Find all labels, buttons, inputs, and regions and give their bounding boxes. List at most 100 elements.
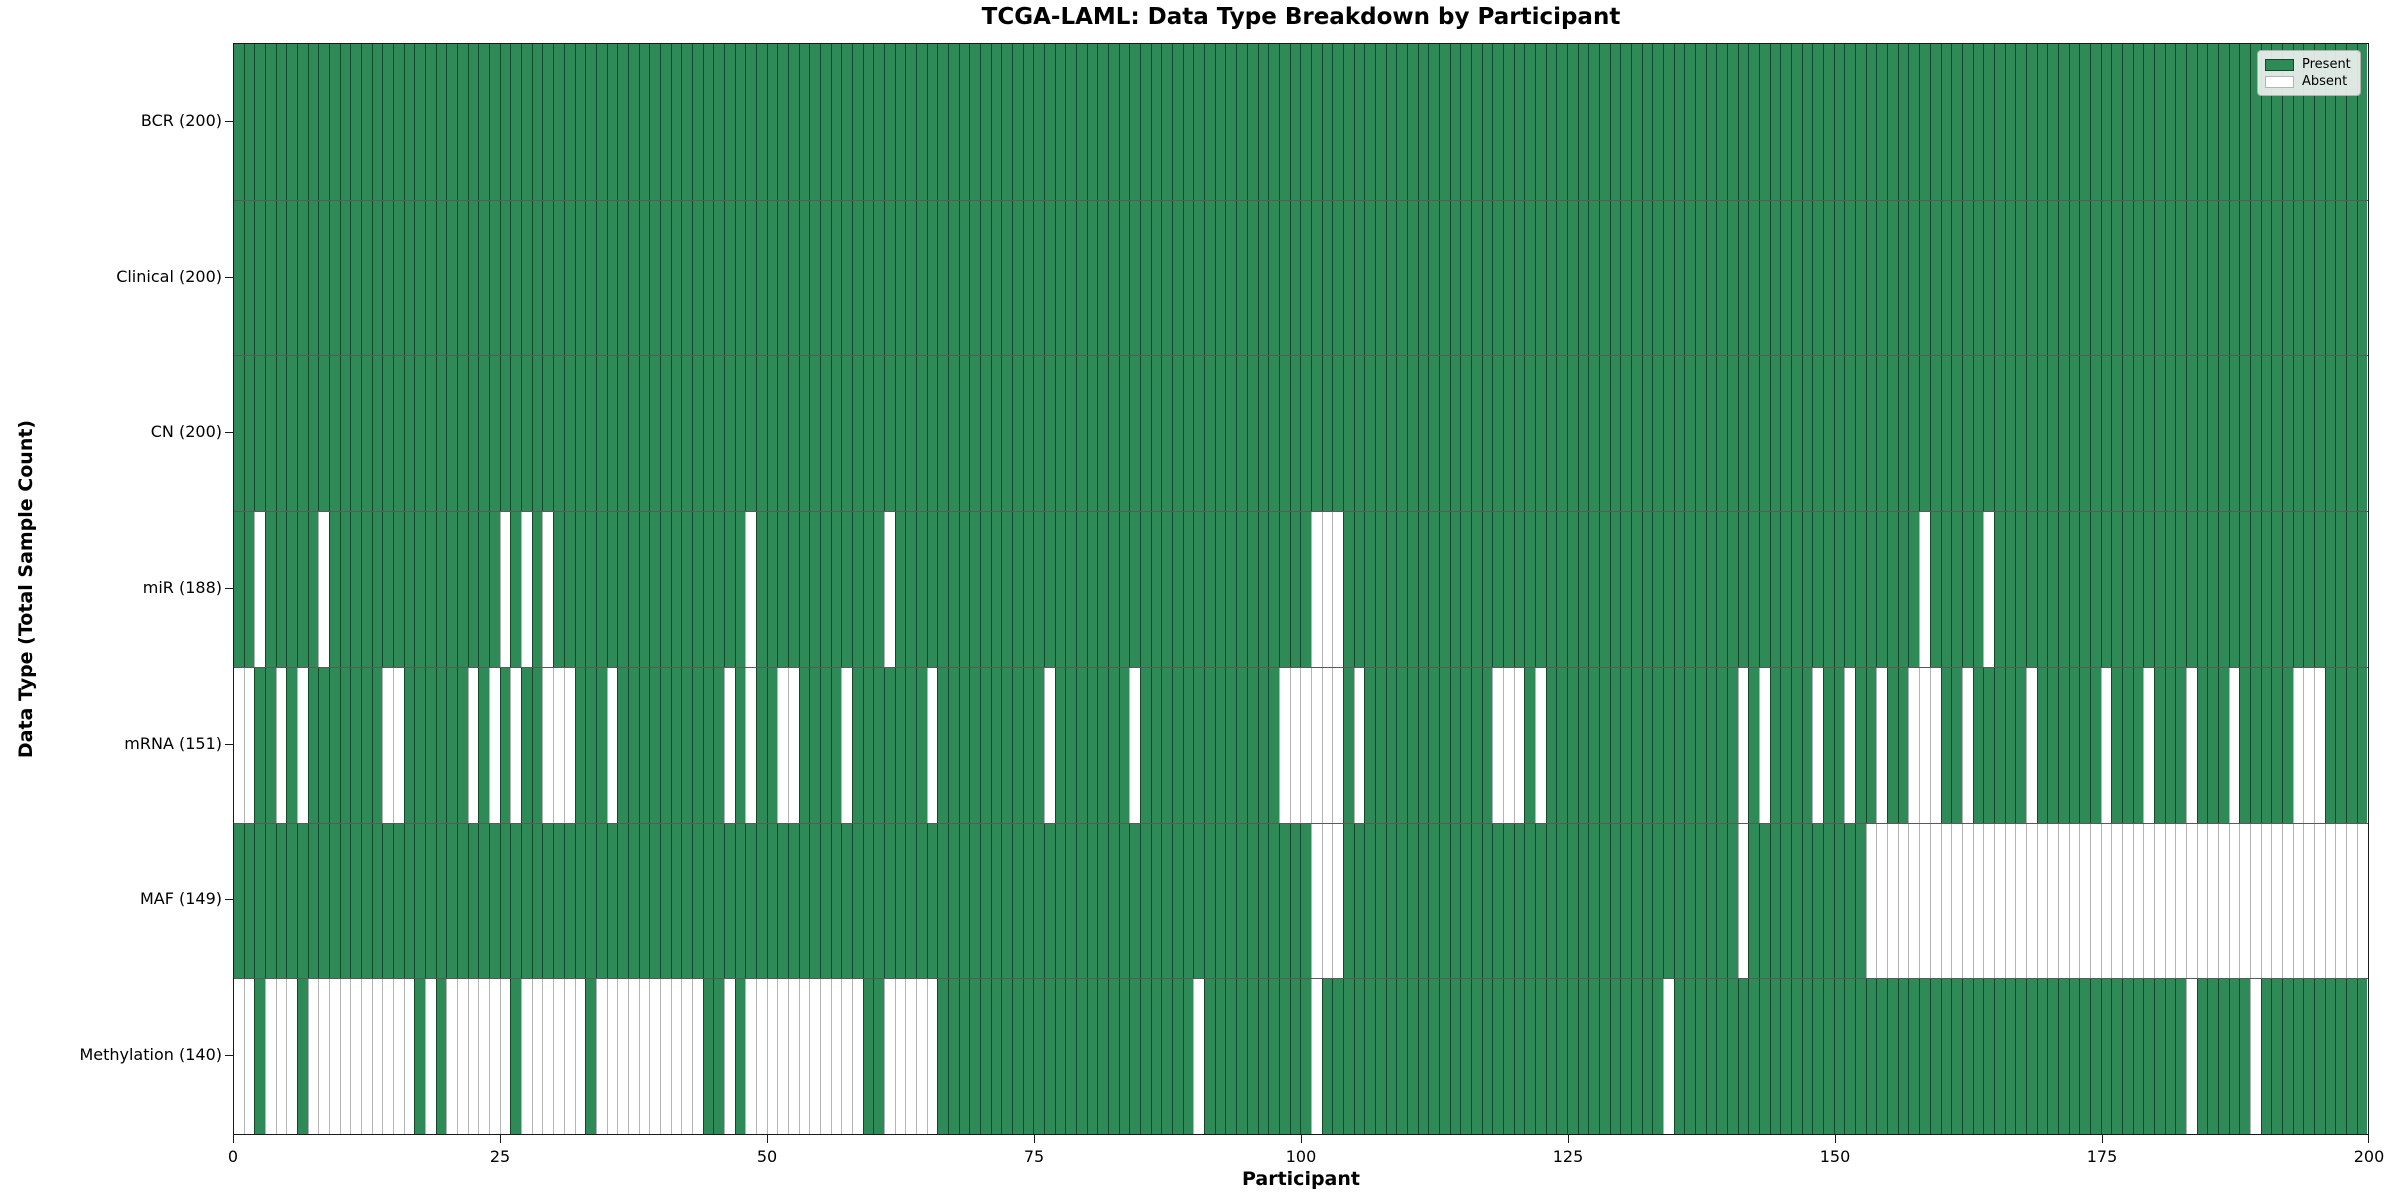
heatmap-cell <box>2185 200 2197 356</box>
heatmap-cell <box>2239 512 2250 667</box>
heatmap-cell <box>2207 512 2218 667</box>
heatmap-cell <box>2303 356 2315 512</box>
heatmap-cell <box>787 823 799 979</box>
heatmap-cell <box>2004 667 2016 823</box>
heatmap-cell <box>1855 44 1866 200</box>
heatmap-cell <box>1631 979 1642 1134</box>
y-tick-label-mRNA: mRNA (151) <box>124 734 222 753</box>
heatmap-cell <box>1705 667 1717 823</box>
heatmap-cell <box>499 667 511 823</box>
heatmap-cell <box>574 356 586 512</box>
heatmap-cell <box>1150 356 1162 512</box>
heatmap-cell <box>1652 823 1664 979</box>
heatmap-cell <box>286 200 298 356</box>
heatmap-cell <box>2217 512 2229 667</box>
heatmap-cell <box>1449 823 1461 979</box>
heatmap-cell <box>1545 979 1557 1134</box>
heatmap-cell <box>510 356 522 512</box>
heatmap-cell <box>510 667 522 823</box>
heatmap-cell <box>1150 979 1162 1134</box>
heatmap-cell <box>499 823 511 979</box>
heatmap-cell <box>1737 44 1749 200</box>
heatmap-cell <box>2185 667 2197 823</box>
heatmap-cell <box>1780 667 1792 823</box>
heatmap-cell <box>234 823 244 979</box>
heatmap-cell <box>649 512 660 667</box>
heatmap-cell <box>1065 512 1077 667</box>
heatmap-cell <box>2249 356 2261 512</box>
heatmap-cell <box>1791 44 1802 200</box>
heatmap-cell <box>2228 356 2240 512</box>
heatmap-cell <box>510 200 522 356</box>
heatmap-cell <box>1001 44 1013 200</box>
heatmap-cell <box>1524 667 1535 823</box>
heatmap-cell <box>1310 823 1322 979</box>
heatmap-cell <box>403 356 415 512</box>
heatmap-cell <box>1172 512 1183 667</box>
heatmap-cell <box>254 667 266 823</box>
heatmap-cell <box>1865 200 1877 356</box>
y-tick-label-BCR: BCR (200) <box>140 111 222 130</box>
heatmap-cell <box>1097 512 1109 667</box>
heatmap-cell <box>1577 823 1589 979</box>
heatmap-cell <box>745 512 756 667</box>
heatmap-cell <box>2164 667 2176 823</box>
heatmap-cell <box>1833 979 1845 1134</box>
heatmap-cell <box>563 44 575 200</box>
heatmap-cell <box>425 979 436 1134</box>
heatmap-cell <box>403 512 415 667</box>
heatmap-cell <box>1833 356 1845 512</box>
heatmap-cell <box>1108 200 1119 356</box>
heatmap-cell <box>1268 979 1279 1134</box>
heatmap-cell <box>1364 512 1375 667</box>
heatmap-cell <box>1385 356 1397 512</box>
heatmap-cell <box>1364 823 1375 979</box>
heatmap-cell <box>969 512 981 667</box>
heatmap-cell <box>1118 667 1130 823</box>
heatmap-cell <box>318 979 330 1134</box>
heatmap-cell <box>2207 667 2218 823</box>
heatmap-cell <box>382 979 394 1134</box>
heatmap-cell <box>1961 512 1973 667</box>
heatmap-cell <box>574 979 586 1134</box>
heatmap-cell <box>926 356 938 512</box>
heatmap-cell <box>1332 667 1343 823</box>
heatmap-cell <box>948 667 959 823</box>
x-tick-label-200: 200 <box>2353 1147 2385 1166</box>
heatmap-cell <box>542 512 554 667</box>
heatmap-cell <box>2015 979 2026 1134</box>
heatmap-cell <box>1983 512 1994 667</box>
heatmap-cell <box>1588 512 1599 667</box>
heatmap-cell <box>2239 979 2250 1134</box>
heatmap-cell <box>883 44 895 200</box>
heatmap-cell <box>734 356 746 512</box>
heatmap-cell <box>1897 823 1909 979</box>
heatmap-cell <box>862 44 874 200</box>
heatmap-cell <box>1961 200 1973 356</box>
heatmap-cell <box>1534 667 1546 823</box>
heatmap-cell <box>2346 823 2357 979</box>
heatmap-cell <box>2249 823 2261 979</box>
heatmap-cell <box>1374 200 1386 356</box>
heatmap-cell <box>926 200 938 356</box>
heatmap-cell <box>1620 512 1632 667</box>
heatmap-cell <box>2292 356 2304 512</box>
heatmap-cell <box>1716 667 1728 823</box>
heatmap-cell <box>1492 356 1503 512</box>
heatmap-cell <box>2185 823 2197 979</box>
heatmap-cell <box>851 823 863 979</box>
heatmap-cell <box>627 979 639 1134</box>
heatmap-cell <box>1449 512 1461 667</box>
heatmap-cell <box>1705 356 1717 512</box>
heatmap-cell <box>1236 979 1247 1134</box>
heatmap-cell <box>1140 200 1151 356</box>
heatmap-cell <box>1396 356 1407 512</box>
heatmap-cell <box>1897 200 1909 356</box>
heatmap-cell <box>1140 667 1151 823</box>
heatmap-cell <box>414 512 426 667</box>
heatmap-cell <box>1086 44 1098 200</box>
heatmap-cell <box>691 356 703 512</box>
heatmap-cell <box>1150 200 1162 356</box>
heatmap-cell <box>2025 44 2037 200</box>
heatmap-cell <box>1865 979 1877 1134</box>
